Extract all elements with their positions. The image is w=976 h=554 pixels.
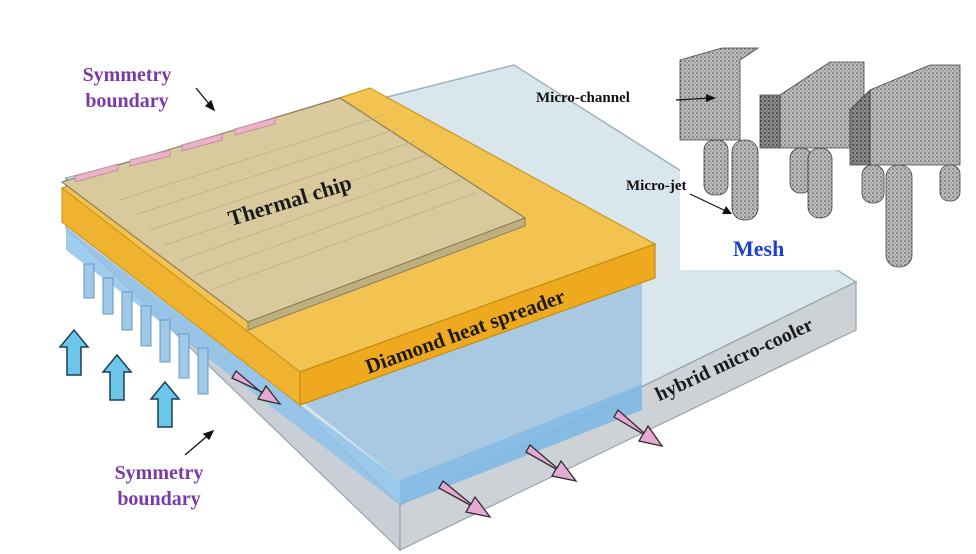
symmetry-boundary-strips bbox=[74, 117, 276, 183]
mesh-label: Mesh bbox=[733, 236, 785, 261]
mesh-inset bbox=[675, 47, 976, 270]
inflow-arrow-3 bbox=[149, 380, 181, 428]
inflow-arrows bbox=[58, 328, 181, 428]
inflow-arrow-1 bbox=[58, 328, 90, 376]
symmetry-bottom-line2: boundary bbox=[117, 488, 201, 510]
thermal-chip bbox=[60, 97, 527, 331]
symmetry-boundary-top-label: Symmetry boundary bbox=[72, 62, 182, 114]
micro-jet-label: Micro-jet bbox=[626, 178, 687, 194]
outflow-arrow-3 bbox=[525, 443, 578, 482]
outflow-arrow-4 bbox=[613, 408, 664, 447]
coolant-layer-front bbox=[400, 384, 642, 505]
chip-front-face bbox=[247, 217, 526, 331]
coolant-region-top bbox=[300, 280, 642, 480]
cooler-front-face bbox=[399, 281, 857, 551]
diamond-front-face bbox=[299, 243, 656, 406]
symmetry-top-line1: Symmetry bbox=[82, 64, 172, 86]
outflow-arrow-2 bbox=[438, 480, 492, 518]
micro-jet-pillars bbox=[83, 263, 209, 395]
symmetry-bottom-line1: Symmetry bbox=[114, 462, 204, 484]
chip-channel-stripes bbox=[119, 114, 476, 291]
outflow-arrow-1 bbox=[231, 369, 282, 406]
outflow-arrows bbox=[231, 369, 664, 518]
pointer-arrows bbox=[184, 87, 216, 456]
symmetry-top-line2: boundary bbox=[85, 90, 169, 112]
inflow-arrow-2 bbox=[101, 353, 133, 401]
micro-channel-label: Micro-channel bbox=[536, 90, 630, 106]
symmetry-boundary-bottom-label: Symmetry boundary bbox=[104, 460, 214, 512]
coolant-layer-left bbox=[66, 228, 400, 505]
